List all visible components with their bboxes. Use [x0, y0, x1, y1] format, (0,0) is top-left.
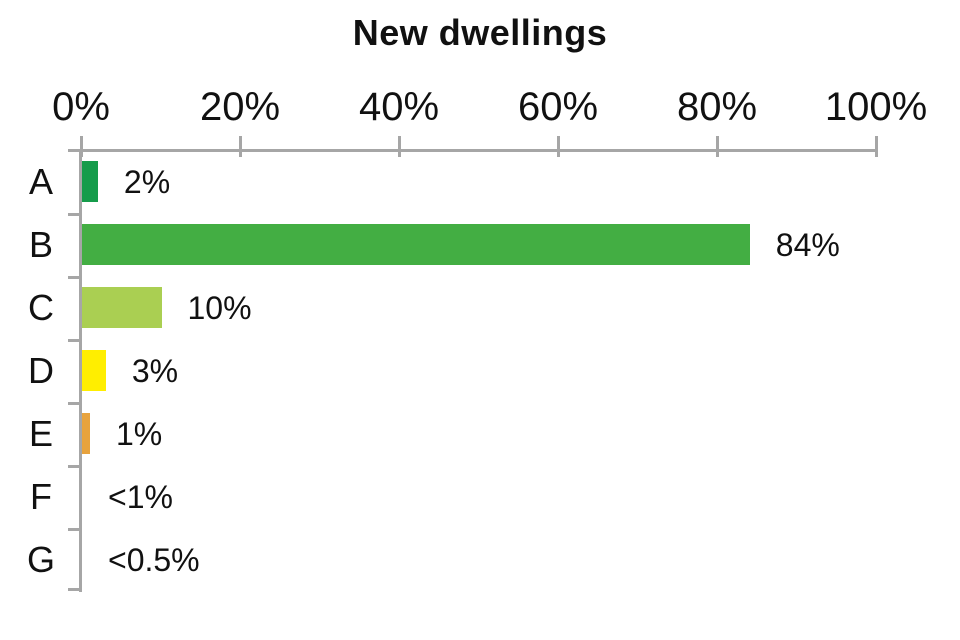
x-tick-label: 0% [52, 85, 110, 129]
value-label: 84% [775, 227, 840, 263]
x-tick-label: 80% [676, 85, 758, 129]
category-label: D [28, 349, 54, 391]
y-tick-mark [68, 213, 81, 216]
bar-row-d: D 3% [0, 339, 960, 402]
value-label: <0.5% [108, 542, 200, 578]
x-tick-mark [398, 136, 401, 157]
bar-row-e: E 1% [0, 402, 960, 465]
category-label: B [28, 223, 53, 265]
value-label: 1% [115, 416, 163, 452]
x-tick-mark [875, 136, 878, 157]
value-label: <1% [108, 479, 173, 515]
category-label: G [26, 538, 55, 580]
bar-row-a: A 2% [0, 150, 960, 213]
bar-rows: A 2% B 84% C 10% D 3% E 1% F <1% G <0.5% [0, 150, 960, 591]
bar-a [82, 161, 98, 202]
value-label: 2% [123, 164, 171, 200]
y-tick-mark [68, 339, 81, 342]
x-axis-tick-labels: 0% 20% 40% 60% 80% 100% [0, 84, 960, 130]
bar-d [82, 350, 106, 391]
bar-row-f: F <1% [0, 465, 960, 528]
bar-e [82, 413, 90, 454]
value-label: 10% [187, 290, 252, 326]
bar-c [82, 287, 162, 328]
y-tick-mark [68, 276, 81, 279]
bar-row-g: G <0.5% [0, 528, 960, 591]
category-label: E [28, 412, 53, 454]
x-tick-mark [239, 136, 242, 157]
x-tick-label: 100% [824, 85, 928, 129]
bar-row-b: B 84% [0, 213, 960, 276]
y-tick-mark [68, 528, 81, 531]
bar-row-c: C 10% [0, 276, 960, 339]
y-tick-mark [68, 402, 81, 405]
y-tick-mark [68, 465, 81, 468]
x-tick-mark [716, 136, 719, 157]
x-tick-label: 60% [517, 85, 599, 129]
chart-title: New dwellings [352, 12, 608, 53]
x-tick-label: 40% [358, 85, 440, 129]
category-label: F [30, 475, 52, 517]
y-axis-line [79, 149, 82, 592]
x-tick-mark [80, 136, 83, 157]
bar-b [82, 224, 750, 265]
y-tick-mark [68, 588, 81, 591]
category-label: C [28, 286, 54, 328]
category-label: A [28, 160, 53, 202]
x-tick-label: 20% [199, 85, 281, 129]
x-tick-mark [557, 136, 560, 157]
x-axis-line [68, 149, 877, 152]
value-label: 3% [131, 353, 179, 389]
